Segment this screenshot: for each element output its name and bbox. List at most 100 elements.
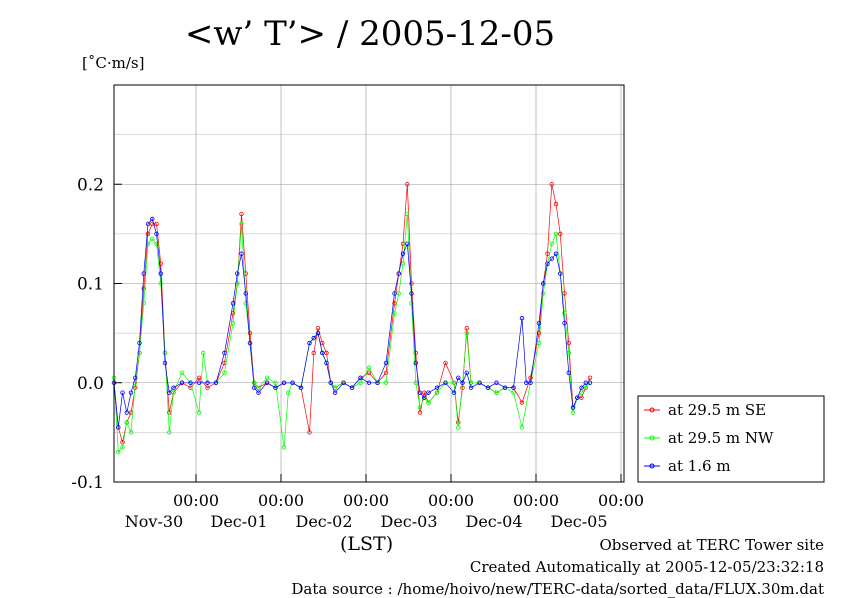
data-point: [558, 231, 563, 237]
data-point: [154, 241, 159, 246]
data-point: [230, 321, 236, 326]
legend-marker: [649, 407, 655, 413]
data-point: [464, 330, 469, 336]
x-tick-time-label: 00:00: [598, 491, 644, 510]
x-axis-label: (LST): [340, 533, 394, 555]
data-point: [502, 385, 508, 390]
data-point: [341, 380, 346, 385]
data-point: [315, 330, 321, 336]
data-point: [426, 390, 431, 395]
data-point: [405, 241, 410, 246]
data-point: [511, 390, 516, 395]
chart-title: <w’ T’> / 2005-12-05: [184, 14, 556, 54]
data-point: [434, 390, 440, 395]
data-point: [120, 445, 125, 450]
data-point: [477, 380, 482, 385]
data-point: [519, 316, 525, 321]
data-point: [366, 365, 372, 371]
data-point: [252, 385, 257, 390]
legend-marker: [649, 463, 655, 469]
data-point: [392, 311, 397, 316]
data-point: [405, 211, 410, 217]
legend-label: at 1.6 m: [668, 457, 731, 475]
x-tick-time-label: 00:00: [343, 491, 389, 510]
data-point: [553, 231, 559, 237]
data-point: [235, 271, 240, 276]
data-point: [549, 182, 554, 187]
data-point: [230, 301, 236, 306]
data-point: [124, 410, 129, 415]
data-point: [358, 375, 363, 380]
data-point: [179, 370, 185, 376]
data-point: [205, 380, 210, 385]
data-point: [575, 395, 580, 400]
data-point: [307, 340, 312, 346]
data-point: [286, 390, 291, 395]
x-tick-date-label: Nov-30: [125, 512, 183, 531]
x-tick-date-label: Dec-05: [550, 512, 607, 531]
data-point: [443, 360, 448, 366]
data-point: [409, 301, 414, 306]
data-point: [141, 286, 146, 291]
data-point: [536, 321, 542, 326]
data-point: [154, 231, 159, 237]
data-point: [239, 251, 244, 256]
x-tick-date-label: Dec-04: [465, 512, 522, 531]
y-axis-unit-label: [˚C·m/s]: [82, 54, 145, 72]
y-tick-label: 0.0: [77, 374, 104, 394]
data-point: [553, 201, 559, 207]
data-point: [116, 425, 121, 430]
data-point: [222, 370, 227, 376]
data-point: [324, 360, 329, 366]
data-point: [375, 380, 380, 385]
data-point: [549, 241, 554, 246]
data-point: [243, 301, 248, 306]
data-point: [541, 281, 546, 286]
data-point: [494, 390, 499, 395]
data-point: [587, 375, 593, 380]
data-point: [188, 380, 193, 385]
data-point: [434, 385, 440, 390]
data-point: [239, 221, 244, 227]
series-line: [113, 213, 591, 454]
data-point: [456, 375, 461, 380]
x-tick-time-label: 00:00: [258, 491, 304, 510]
data-point: [511, 385, 516, 390]
data-point: [120, 390, 125, 395]
data-point: [222, 350, 227, 356]
x-tick-date-label: Dec-03: [380, 512, 437, 531]
data-point: [383, 370, 389, 376]
data-point: [536, 340, 542, 346]
data-point: [167, 390, 172, 395]
data-point: [307, 430, 312, 435]
data-point: [196, 410, 202, 415]
data-point: [196, 375, 202, 380]
data-point: [120, 440, 125, 445]
legend-marker: [649, 435, 655, 441]
data-point: [243, 291, 248, 296]
footer-source-text: Data source : /home/hoivo/new/TERC-data/…: [291, 580, 824, 598]
data-point: [494, 380, 499, 385]
data-point: [162, 360, 168, 366]
series-1: [111, 182, 593, 445]
y-tick-label: 0.2: [77, 175, 104, 195]
legend-label: at 29.5 m NW: [668, 429, 774, 447]
data-point: [366, 380, 372, 385]
legend: at 29.5 m SE at 29.5 m NW at 1.6 m: [637, 395, 825, 483]
x-tick-date-label: Dec-01: [210, 512, 267, 531]
data-point: [273, 385, 278, 390]
data-point: [171, 385, 176, 390]
data-point: [145, 231, 151, 237]
data-point: [443, 380, 448, 385]
data-point: [422, 395, 427, 400]
data-point: [235, 281, 240, 286]
y-tick-label: 0.1: [77, 275, 104, 295]
data-point: [311, 335, 316, 341]
data-point: [396, 271, 401, 276]
data-point: [150, 236, 155, 242]
data-point: [264, 375, 270, 380]
data-point: [587, 380, 593, 385]
data-point: [579, 385, 584, 390]
data-point: [141, 271, 146, 276]
